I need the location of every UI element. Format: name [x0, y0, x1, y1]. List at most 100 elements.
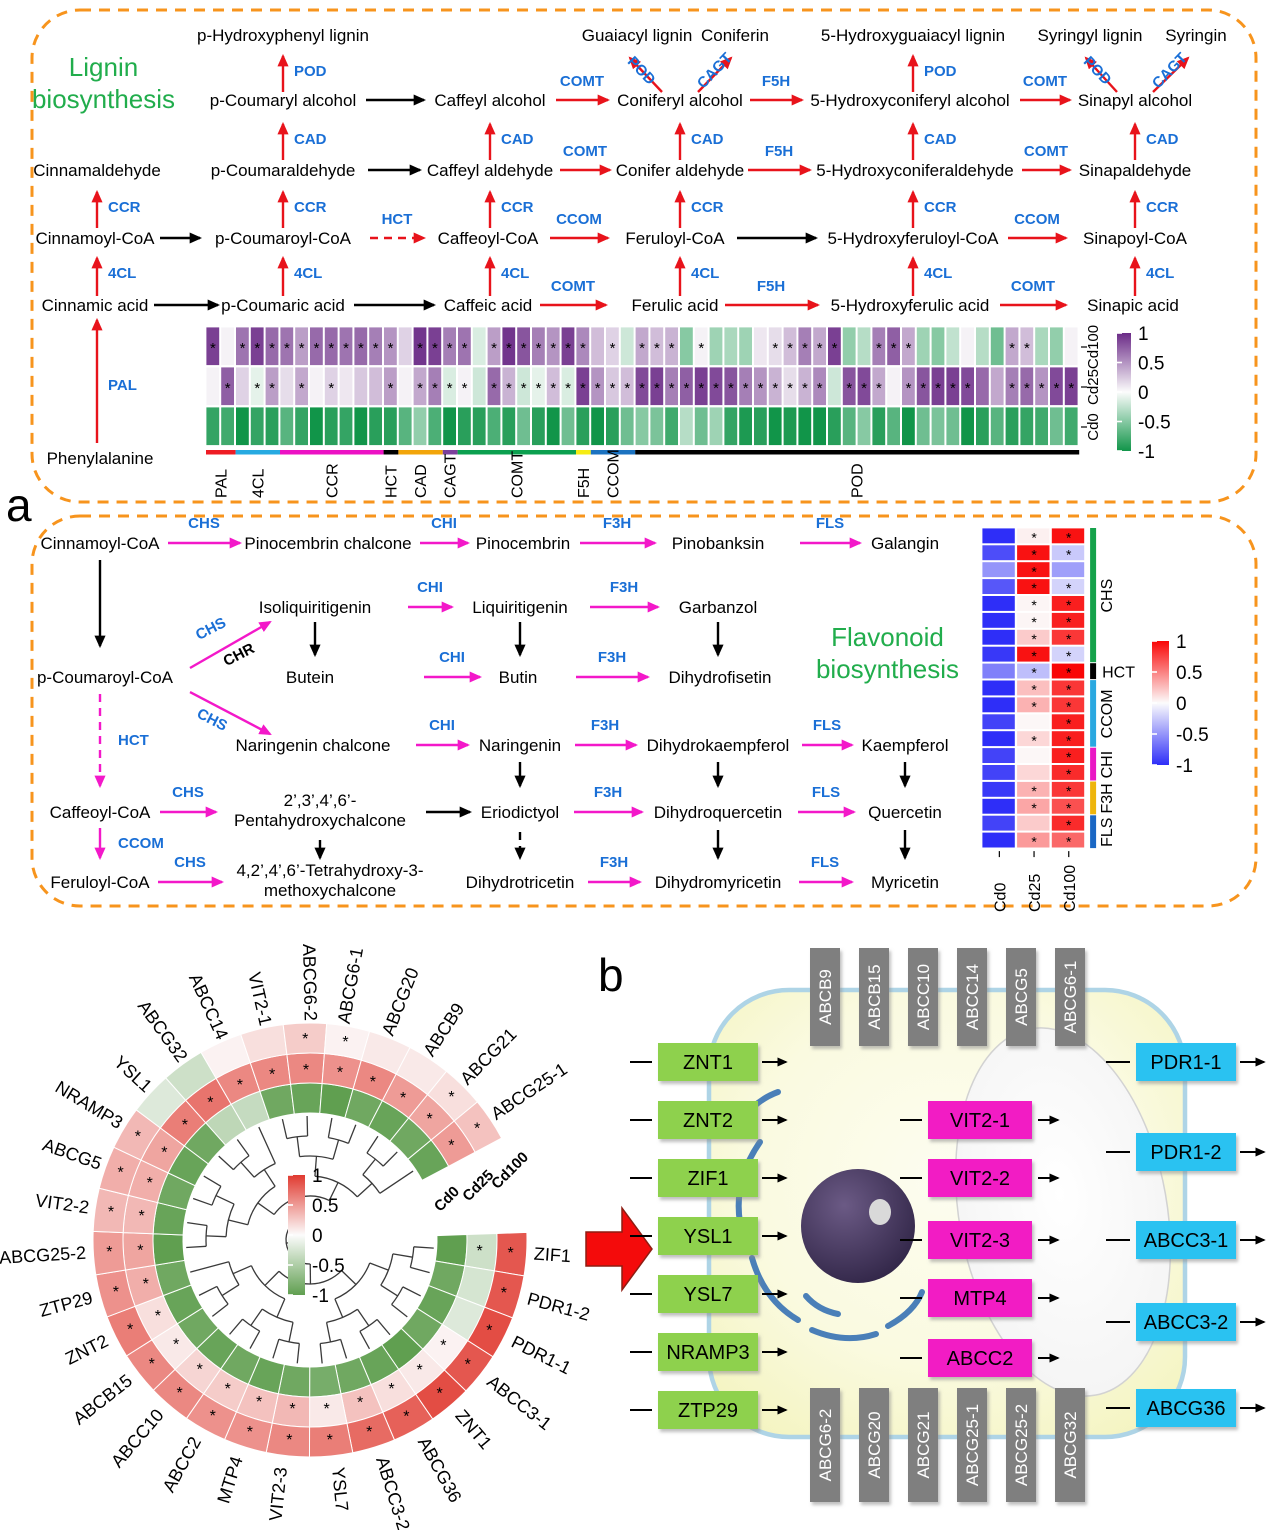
lignin-heatmap-cell	[294, 366, 309, 406]
significance-star: *	[299, 380, 305, 397]
lignin-heatmap-cell	[516, 366, 531, 406]
flavonoid-heatmap-cell	[1051, 629, 1086, 646]
gene-family-underline	[457, 450, 576, 455]
dendrogram-arc	[334, 1262, 371, 1300]
lignin-heatmap-cell	[945, 326, 961, 366]
significance-star: *	[580, 340, 586, 357]
pathway-node: 5-Hydroxyguaiacyl lignin	[821, 26, 1005, 45]
lignin-heatmap-cell	[871, 406, 887, 446]
lignin-heatmap-cell	[486, 406, 502, 446]
lignin-heatmap-cell	[338, 406, 354, 446]
lignin-heatmap-cell	[768, 326, 783, 366]
dendrogram-branch	[249, 1330, 261, 1349]
enzyme-label: F3H	[598, 649, 626, 666]
pathway-node: Coniferin	[701, 26, 769, 45]
legend-label: 1	[312, 1166, 323, 1187]
significance-star: *	[832, 340, 838, 357]
gene-family-underline	[383, 450, 399, 455]
lignin-heatmap-cell	[560, 406, 576, 446]
significance-star: *	[669, 380, 675, 397]
lignin-heatmap-cell	[930, 406, 946, 446]
transporter-box	[658, 1159, 758, 1197]
transporter-box-top	[859, 948, 889, 1046]
legend-label: -1	[1138, 442, 1155, 463]
transporter-box	[1136, 1221, 1236, 1259]
circular-gene-label: ABCB9	[419, 999, 468, 1059]
lignin-heatmap-cell	[990, 366, 1005, 406]
significance-star: *	[1031, 546, 1037, 562]
lignin-heatmap-cell	[916, 406, 931, 446]
lignin-heatmap-cell	[501, 326, 517, 366]
transporter-label: ABCG25-2	[1012, 1404, 1031, 1486]
significance-star: *	[149, 1356, 155, 1373]
enzyme-label: CAD	[691, 131, 724, 148]
lignin-heatmap-cell	[708, 366, 724, 406]
circular-gene-label: PDR1-1	[508, 1332, 574, 1379]
circular-gene-label: ABCG6-2	[299, 944, 321, 1021]
gene-family-underline	[576, 450, 591, 455]
flavonoid-heatmap-cell	[1016, 645, 1051, 663]
circular-gene-label: ZTP29	[37, 1288, 94, 1321]
flavonoid-heatmap-cell	[1051, 662, 1086, 680]
gene-family-label: CHI	[1099, 751, 1116, 779]
significance-star: *	[417, 340, 423, 357]
enzyme-label: POD	[294, 63, 327, 80]
dendrogram-branch	[334, 1298, 344, 1318]
lignin-heatmap-cell	[605, 366, 620, 406]
dendrogram-branch	[369, 1262, 389, 1271]
significance-star: *	[357, 1394, 363, 1411]
significance-star: *	[802, 340, 808, 357]
circular-gene-label: ABCC14	[185, 971, 232, 1043]
significance-star: *	[314, 340, 320, 357]
transporter-box	[928, 1159, 1032, 1197]
flavonoid-heatmap-cell	[1051, 578, 1086, 595]
enzyme-label: FLS	[812, 784, 840, 801]
significance-star: *	[1031, 682, 1037, 698]
lignin-heatmap-cell	[753, 326, 768, 366]
lignin-heatmap-cell	[383, 406, 398, 446]
circular-gene-label: YSL1	[110, 1052, 156, 1097]
enzyme-label: CHI	[431, 515, 457, 532]
lignin-heatmap-cell	[753, 366, 768, 406]
lignin-heatmap-cell	[620, 406, 635, 446]
dendrogram-branch	[366, 1135, 379, 1154]
ring-cell-Cd0	[152, 1233, 186, 1266]
enzyme-label: 4CL	[691, 265, 719, 282]
transporter-box-top	[957, 948, 987, 1046]
dendrogram-branch	[332, 1139, 340, 1160]
pathway-node: Dihydromyricetin	[655, 873, 782, 892]
significance-star: *	[817, 340, 823, 357]
lignin-heatmap-cell	[279, 406, 295, 446]
enzyme-label: CHI	[429, 717, 455, 734]
significance-star: *	[787, 340, 793, 357]
ring-cell-Cd100	[453, 1101, 503, 1153]
enzyme-label: F5H	[757, 278, 785, 295]
significance-star: *	[299, 340, 305, 357]
gene-family-label: CHS	[1099, 579, 1116, 613]
significance-star: *	[440, 1337, 446, 1354]
flavonoid-heatmap-cell	[1051, 730, 1086, 747]
lignin-heatmap-cell	[546, 366, 561, 406]
significance-star: *	[448, 1089, 454, 1106]
enzyme-label: CHS	[172, 784, 204, 801]
flavonoid-heatmap-cell	[1016, 679, 1051, 697]
lignin-heatmap-cell	[1004, 366, 1020, 406]
flavonoid-heatmap-cell	[1016, 781, 1051, 798]
significance-star: *	[1066, 529, 1072, 545]
legend-label: 0	[312, 1226, 323, 1247]
significance-star: *	[366, 1424, 372, 1441]
lignin-heatmap-cell	[990, 406, 1005, 446]
significance-star: *	[462, 380, 468, 397]
gene-family-sidebar	[1090, 815, 1097, 849]
pathway-node: Cinnamoyl-CoA	[35, 229, 155, 248]
transporter-label: ZTP29	[678, 1400, 738, 1422]
lignin-heatmap-cell	[427, 326, 443, 366]
gene-family-underline	[280, 450, 384, 455]
dendrogram-branch	[340, 1339, 348, 1359]
significance-star: *	[565, 340, 571, 357]
lignin-heatmap-cell	[531, 326, 546, 366]
significance-star: *	[210, 1408, 216, 1425]
lignin-heatmap-cell	[723, 366, 739, 406]
dendrogram-branch	[264, 1270, 280, 1286]
